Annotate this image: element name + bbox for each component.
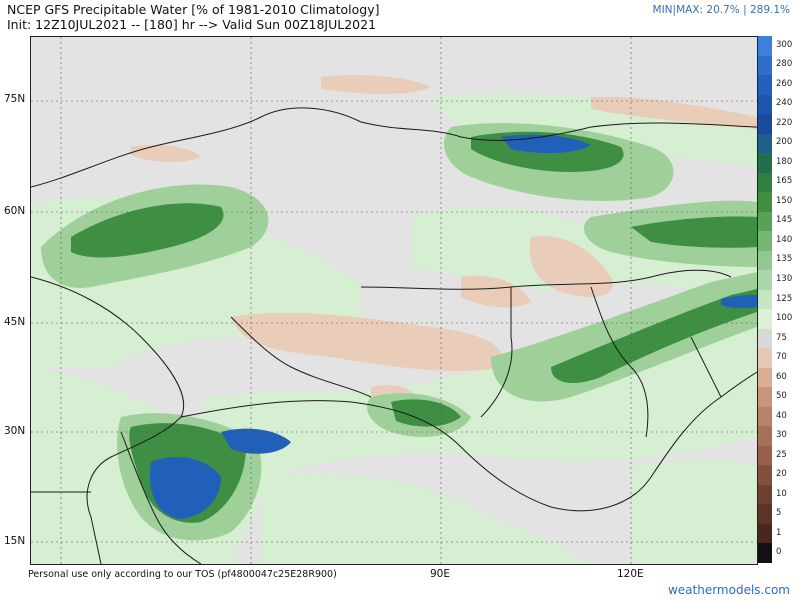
colorbar-swatch	[758, 426, 772, 447]
map-panel	[30, 36, 758, 565]
map-subtitle: Init: 12Z10JUL2021 -- [180] hr --> Valid…	[7, 17, 377, 32]
lon-label-120e: 120E	[617, 568, 644, 580]
colorbar	[758, 36, 772, 564]
lat-label-30n: 30N	[4, 425, 26, 437]
colorbar-tick-label: 260	[776, 78, 793, 89]
colorbar-tick-label: 200	[776, 137, 793, 148]
colorbar-tick-label: 60	[776, 371, 787, 382]
colorbar-swatch	[758, 114, 772, 135]
colorbar-tick-label: 100	[776, 313, 793, 324]
lon-label-90e: 90E	[430, 568, 450, 580]
colorbar-swatch	[758, 484, 772, 505]
colorbar-swatch	[758, 250, 772, 271]
colorbar-tick-label: 10	[776, 488, 787, 499]
colorbar-swatch	[758, 94, 772, 115]
colorbar-swatch	[758, 309, 772, 330]
colorbar-tick-label: 0	[776, 547, 782, 558]
colorbar-tick-label: 40	[776, 410, 787, 421]
dry-anomaly-fields	[131, 75, 757, 402]
map-title: NCEP GFS Precipitable Water [% of 1981-2…	[7, 2, 380, 17]
colorbar-tick-label: 140	[776, 234, 793, 245]
colorbar-tick-label: 165	[776, 176, 793, 187]
colorbar-swatch	[758, 504, 772, 525]
min-max-readout: MIN|MAX: 20.7% | 289.1%	[652, 4, 790, 16]
colorbar-swatch	[758, 465, 772, 486]
colorbar-swatch	[758, 523, 772, 544]
colorbar-tick-label: 30	[776, 430, 787, 441]
colorbar-tick-label: 220	[776, 117, 793, 128]
colorbar-swatch	[758, 289, 772, 310]
colorbar-swatch	[758, 153, 772, 174]
colorbar-tick-label: 50	[776, 391, 787, 402]
colorbar-swatch	[758, 36, 772, 57]
colorbar-tick-label: 75	[776, 332, 787, 343]
colorbar-tick-label: 20	[776, 469, 787, 480]
colorbar-swatch	[758, 133, 772, 154]
colorbar-swatch	[758, 406, 772, 427]
colorbar-tick-label: 1	[776, 527, 782, 538]
extreme-moist-fields	[150, 134, 757, 519]
lat-label-45n: 45N	[4, 316, 26, 328]
colorbar-tick-label: 5	[776, 508, 782, 519]
colorbar-swatch	[758, 348, 772, 369]
map-canvas	[31, 37, 757, 564]
colorbar-tick-label: 70	[776, 352, 787, 363]
colorbar-swatch	[758, 387, 772, 408]
colorbar-tick-label: 150	[776, 195, 793, 206]
colorbar-swatch	[758, 543, 772, 564]
lat-label-75n: 75N	[4, 93, 26, 105]
graticule	[31, 37, 757, 564]
colorbar-tick-label: 125	[776, 293, 793, 304]
colorbar-tick-label: 240	[776, 98, 793, 109]
colorbar-tick-label: 300	[776, 39, 793, 50]
colorbar-swatch	[758, 367, 772, 388]
colorbar-tick-label: 130	[776, 273, 793, 284]
tos-note: Personal use only according to our TOS (…	[28, 569, 337, 580]
colorbar-swatch	[758, 192, 772, 213]
colorbar-tick-label: 135	[776, 254, 793, 265]
colorbar-swatch	[758, 211, 772, 232]
colorbar-swatch	[758, 445, 772, 466]
colorbar-tick-label: 25	[776, 449, 787, 460]
lat-label-15n: 15N	[4, 535, 26, 547]
colorbar-swatch	[758, 172, 772, 193]
colorbar-tick-label: 145	[776, 215, 793, 226]
colorbar-swatch	[758, 55, 772, 76]
colorbar-tick-label: 280	[776, 59, 793, 70]
colorbar-swatch	[758, 75, 772, 96]
coastline-borders	[31, 107, 757, 564]
colorbar-swatch	[758, 270, 772, 291]
lat-label-60n: 60N	[4, 205, 26, 217]
brand-link[interactable]: weathermodels.com	[667, 583, 790, 597]
colorbar-swatch	[758, 231, 772, 252]
colorbar-tick-label: 180	[776, 156, 793, 167]
colorbar-swatch	[758, 328, 772, 349]
